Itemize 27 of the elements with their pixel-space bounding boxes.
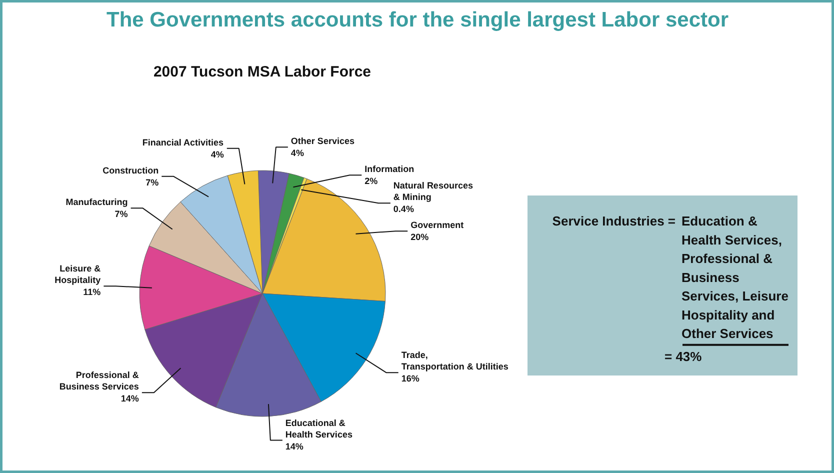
slice-label: Financial Activities	[142, 137, 224, 148]
slice-label: Construction	[102, 165, 159, 176]
data-label: 14%	[120, 394, 139, 404]
slice-label: Manufacturing	[66, 197, 128, 208]
data-label: 20%	[410, 232, 429, 242]
chart-subtitle: 2007 Tucson MSA Labor Force	[153, 64, 372, 80]
data-label: 11%	[83, 287, 101, 298]
slice-label: Natural Resources & Mining	[393, 180, 473, 202]
data-label: 0.4%	[393, 204, 414, 214]
slice-label: Educational & Health Services	[285, 418, 352, 440]
slice-label: Other Services	[290, 136, 354, 146]
data-label: 2%	[364, 176, 378, 186]
data-label: 16%	[401, 374, 420, 384]
data-label: 7%	[114, 209, 128, 220]
slice-label: Information	[364, 164, 414, 174]
data-label: 4%	[210, 149, 224, 160]
slice-label: Professional & Business Services	[59, 370, 140, 392]
text: = 43%	[664, 348, 702, 364]
slice-label: Government	[410, 220, 464, 230]
slice-label: Trade, Transportation & Utilities	[401, 350, 508, 372]
data-label: 14%	[285, 441, 304, 452]
data-label: 7%	[146, 177, 159, 188]
data-label: 4%	[290, 148, 304, 158]
chart-title: The Governments accounts for the single largest Labor sector	[106, 8, 728, 32]
slice-label: Leisure & Hospitality	[54, 264, 102, 286]
text: Service Industries =	[552, 214, 676, 228]
text: Education & Health Services, Professional & Business Services, Leisure Hospitality and Other Services	[682, 214, 788, 341]
